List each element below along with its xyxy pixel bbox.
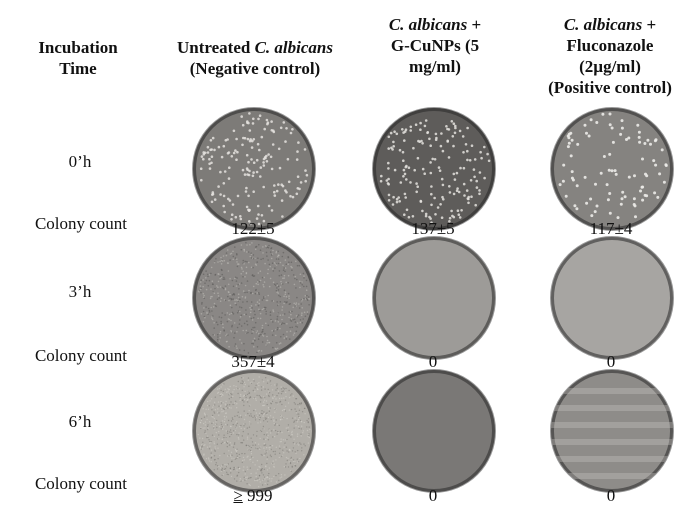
header-cunps: C. albicans + G-CuNPs (5 mg/ml) bbox=[360, 14, 510, 77]
header-fluconazole-line2: Fluconazole bbox=[566, 36, 654, 55]
colony-count-label-6h: Colony count bbox=[34, 474, 128, 493]
colony-pattern bbox=[558, 112, 668, 220]
header-untreated-line1: Untreated C. albicans bbox=[160, 37, 350, 58]
petri-dish-0h-untreated bbox=[193, 108, 315, 230]
header-untreated-species: C. albicans bbox=[254, 38, 333, 57]
colony-pattern bbox=[373, 370, 495, 492]
colony-count-0h-cunps: 137±5 bbox=[411, 219, 455, 238]
colony-count-6h-untreated-value: 999 bbox=[242, 486, 273, 505]
colony-pattern bbox=[199, 112, 309, 226]
header-cunps-line3: mg/ml) bbox=[409, 57, 461, 76]
header-fluconazole: C. albicans + Fluconazole (2µg/ml) (Posi… bbox=[530, 14, 690, 98]
header-incubation-line1: Incubation bbox=[38, 38, 118, 57]
header-fluconazole-line4: (Positive control) bbox=[548, 78, 672, 97]
header-fluconazole-plus: + bbox=[642, 15, 657, 34]
header-untreated-line2: (Negative control) bbox=[189, 59, 321, 78]
petri-dish-3h-untreated bbox=[193, 237, 315, 359]
colony-count-3h-cunps: 0 bbox=[428, 352, 438, 371]
petri-dish-6h-fluconazole bbox=[551, 370, 673, 492]
petri-dish-6h-untreated bbox=[193, 370, 315, 492]
petri-dish-3h-cunps bbox=[373, 237, 495, 359]
header-untreated: Untreated C. albicans (Negative control) bbox=[160, 37, 350, 79]
time-label-3h: 3’h bbox=[68, 282, 92, 301]
colony-count-3h-untreated: 357±4 bbox=[231, 352, 275, 371]
header-fluconazole-line3: (2µg/ml) bbox=[579, 57, 641, 76]
colony-count-6h-fluconazole: 0 bbox=[606, 486, 616, 505]
colony-pattern bbox=[551, 237, 673, 359]
colony-count-0h-untreated: 122±5 bbox=[231, 219, 275, 238]
colony-pattern bbox=[551, 388, 673, 479]
colony-pattern bbox=[373, 237, 495, 359]
header-incubation-time: Incubation Time bbox=[22, 37, 134, 79]
colony-count-label-0h: Colony count bbox=[34, 214, 128, 233]
time-label-6h: 6’h bbox=[68, 412, 92, 431]
colony-pattern bbox=[197, 241, 311, 354]
colony-count-label-3h: Colony count bbox=[34, 346, 128, 365]
colony-count-6h-untreated: ≥ 999 bbox=[178, 486, 328, 506]
colony-count-3h-fluconazole: 0 bbox=[606, 352, 616, 371]
header-incubation-line2: Time bbox=[59, 59, 97, 78]
petri-dish-3h-fluconazole bbox=[551, 237, 673, 359]
colony-count-6h-cunps: 0 bbox=[428, 486, 438, 505]
petri-dish-0h-fluconazole bbox=[551, 108, 673, 230]
colony-pattern bbox=[379, 119, 491, 224]
header-cunps-species: C. albicans bbox=[388, 15, 468, 34]
header-fluconazole-species: C. albicans bbox=[563, 15, 643, 34]
header-cunps-plus: + bbox=[467, 15, 482, 34]
colony-pattern bbox=[197, 376, 311, 488]
header-untreated-prefix: Untreated bbox=[177, 38, 255, 57]
petri-dish-6h-cunps bbox=[373, 370, 495, 492]
header-cunps-line1: C. albicans + bbox=[360, 14, 510, 35]
petri-dish-0h-cunps bbox=[373, 108, 495, 230]
colony-count-0h-fluconazole: 117±4 bbox=[589, 219, 633, 238]
greater-equal-symbol: ≥ bbox=[233, 486, 243, 505]
time-label-0h: 0’h bbox=[68, 152, 92, 171]
header-fluconazole-line1: C. albicans + bbox=[530, 14, 690, 35]
header-cunps-line2: G-CuNPs (5 bbox=[390, 36, 480, 55]
